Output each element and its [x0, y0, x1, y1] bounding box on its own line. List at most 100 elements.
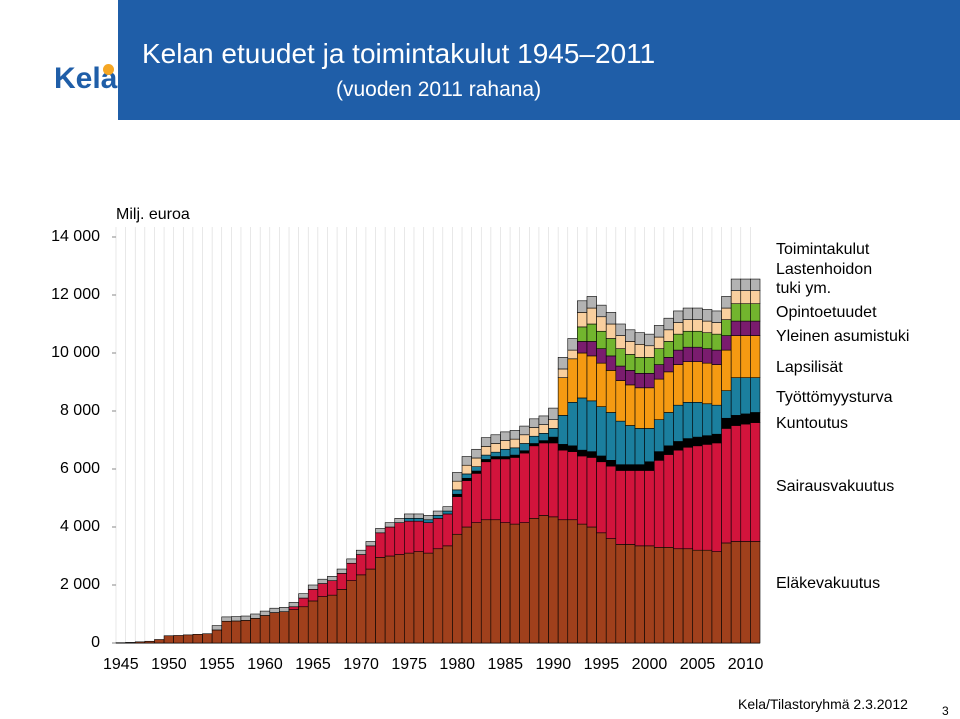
bar-segment	[557, 519, 569, 644]
bar-segment	[711, 433, 722, 444]
bar-segment	[634, 372, 645, 389]
bar-segment	[625, 341, 636, 355]
bar-segment	[605, 412, 617, 461]
bar-segment	[500, 440, 511, 450]
bar-segment	[711, 322, 722, 335]
bar-segment	[663, 371, 674, 413]
bar-segment	[730, 335, 742, 378]
y-tick-label: 0	[91, 634, 100, 651]
footer: Kela/Tilastoryhmä 2.3.2012	[738, 696, 908, 712]
bar-segment	[529, 517, 540, 644]
bar-segment	[702, 332, 713, 349]
bar-segment	[730, 290, 742, 304]
bar-segment	[471, 470, 482, 474]
y-tick-label: 2 000	[60, 576, 100, 593]
bar-segment	[307, 584, 319, 590]
bar-segment	[682, 446, 694, 550]
bar-segment	[634, 545, 645, 644]
bar-segment	[461, 477, 472, 481]
bar-segment	[461, 464, 472, 475]
bar-segment	[365, 541, 376, 547]
bar-segment	[644, 470, 655, 547]
bar-segment	[336, 573, 347, 590]
bar-segment	[298, 593, 309, 599]
bar-segment	[269, 607, 280, 613]
bar-segment	[538, 515, 549, 644]
bar-segment	[692, 346, 703, 363]
bar-segment	[413, 517, 424, 522]
bar-segment	[288, 602, 299, 608]
bar-segment	[721, 428, 732, 544]
bar-segment	[413, 551, 424, 644]
legend-label: Toimintakulut	[776, 241, 870, 258]
x-tick-label: 1970	[343, 656, 379, 673]
bar-segment	[519, 452, 530, 523]
bar-segment	[355, 554, 367, 576]
bar-segment	[596, 455, 607, 463]
bar-segment	[711, 442, 722, 552]
bar-segment	[750, 541, 761, 644]
bar-segment	[577, 523, 588, 644]
bar-segment	[288, 606, 299, 610]
bar-segment	[586, 296, 597, 309]
bar-segment	[577, 312, 588, 328]
bar-segment	[740, 335, 751, 378]
legend-label: Eläkevakuutus	[776, 575, 881, 592]
x-tick-label: 1955	[199, 656, 235, 673]
bar-segment	[221, 616, 232, 622]
y-tick-label: 8 000	[60, 402, 100, 419]
bar-segment	[548, 419, 559, 429]
bar-segment	[461, 473, 472, 479]
bar-segment	[740, 278, 751, 291]
bar-segment	[567, 519, 578, 644]
page-number: 3	[942, 704, 949, 718]
bar-segment	[211, 625, 223, 631]
bar-segment	[567, 401, 578, 447]
bar-segment	[673, 333, 684, 351]
bar-segment	[317, 583, 328, 597]
bar-segment	[480, 459, 492, 463]
bar-segment	[211, 629, 223, 644]
bar-segment	[605, 323, 617, 339]
bar-segment	[740, 303, 751, 322]
bar-segment	[730, 377, 742, 416]
bar-segment	[144, 640, 155, 644]
bar-segment	[682, 401, 694, 439]
bar-segment	[634, 428, 645, 465]
bar-segment	[702, 348, 713, 364]
y-tick-label: 10 000	[51, 344, 100, 361]
bar-segment	[653, 348, 665, 365]
bar-segment	[625, 425, 636, 465]
bar-segment	[634, 357, 645, 374]
bar-segment	[682, 438, 694, 448]
bar-segment	[615, 323, 626, 336]
bar-segment	[384, 522, 396, 528]
bar-segment	[740, 290, 751, 304]
bar-segment	[663, 317, 674, 331]
bar-segment	[519, 425, 530, 436]
bar-segment	[653, 451, 665, 461]
bar-segment	[231, 620, 242, 644]
bar-segment	[480, 446, 492, 456]
bar-segment	[307, 600, 319, 644]
bar-segment	[605, 312, 617, 325]
bar-segment	[740, 423, 751, 542]
bar-segment	[653, 546, 665, 644]
bar-segment	[615, 464, 626, 471]
bar-segment	[538, 433, 549, 441]
bar-segment	[721, 390, 732, 419]
bar-segment	[740, 377, 751, 415]
bar-segment	[442, 510, 453, 515]
bar-segment	[500, 448, 511, 457]
bar-segment	[702, 309, 713, 322]
x-tick-label: 1980	[439, 656, 475, 673]
bar-segment	[740, 413, 751, 425]
bar-segment	[327, 575, 338, 581]
bar-segment	[615, 420, 626, 465]
bar-segment	[529, 427, 540, 437]
bar-segment	[615, 335, 626, 349]
bar-segment	[702, 435, 713, 445]
bar-segment	[625, 384, 636, 426]
bar-segment	[663, 454, 674, 548]
bar-segment	[750, 290, 761, 304]
